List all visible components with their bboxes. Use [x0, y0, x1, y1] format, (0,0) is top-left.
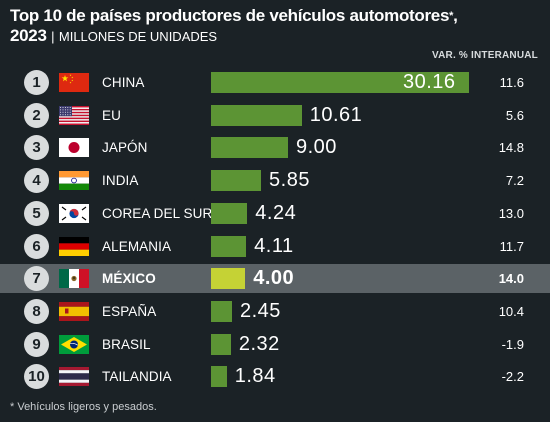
- bar-row-4: 4 INDIA 5.85 7.2: [0, 166, 550, 195]
- category-label: TAILANDIA: [102, 369, 172, 385]
- spain-flag-icon: [59, 301, 89, 321]
- category-label: ESPAÑA: [102, 303, 157, 319]
- bar-row-5: 5 COREA DEL SUR 4.24 13.0: [0, 199, 550, 228]
- bar: [211, 170, 262, 192]
- var-pct-label: 14.0: [498, 271, 524, 287]
- var-column-header: VAR. % INTERANUAL: [432, 50, 538, 61]
- data-label: 30.16: [403, 71, 456, 93]
- category-label: JAPÓN: [102, 140, 148, 156]
- var-pct-label: -1.9: [501, 336, 524, 352]
- usa-flag-icon: [59, 105, 89, 125]
- rank-badge: 5: [24, 200, 49, 226]
- rank-badge: 9: [24, 331, 49, 357]
- bar-row-9: 9 BRASIL 2.32 -1.9: [0, 330, 550, 359]
- bar-row-1: 1 CHINA 30.16 11.6: [0, 68, 550, 97]
- category-label: INDIA: [102, 173, 139, 189]
- subtitle-separator: |: [51, 29, 55, 44]
- title-comma: ,: [453, 6, 458, 25]
- data-label: 4.24: [255, 201, 297, 224]
- data-label: 2.45: [239, 299, 281, 322]
- bar: [211, 300, 232, 322]
- category-label: EU: [102, 107, 121, 123]
- data-label: 4.11: [254, 234, 294, 257]
- rank-badge: 7: [24, 266, 49, 292]
- rank-badge: 10: [24, 364, 49, 390]
- south-korea-flag-icon: [59, 203, 89, 223]
- data-label: 5.85: [269, 169, 310, 192]
- var-pct-label: 7.2: [505, 173, 524, 189]
- brazil-flag-icon: [59, 334, 89, 354]
- india-flag-icon: [59, 171, 89, 191]
- bar: [211, 235, 247, 257]
- category-label: MÉXICO: [102, 271, 156, 287]
- data-label: 9.00: [295, 136, 337, 159]
- germany-flag-icon: [59, 236, 89, 256]
- rank-badge: 4: [24, 168, 49, 194]
- var-pct-label: 13.0: [498, 205, 524, 221]
- bar-row-10: 10 TAILANDIA 1.84 -2.2: [0, 362, 550, 391]
- japan-flag-icon: [59, 138, 89, 158]
- var-pct-label: 11.6: [499, 75, 524, 90]
- var-pct-label: -2.2: [501, 369, 524, 385]
- bar-row-8: 8 ESPAÑA 2.45 10.4: [0, 297, 550, 326]
- category-label: ALEMANIA: [102, 238, 172, 254]
- category-label: CHINA: [102, 75, 145, 90]
- bar-row-7: 7 MÉXICO 4.00 14.0: [0, 264, 550, 294]
- category-label: COREA DEL SUR: [102, 205, 213, 221]
- footnote: * Vehículos ligeros y pesados.: [10, 401, 157, 413]
- bar: [211, 104, 302, 126]
- title-second-line: 2023 | MILLONES DE UNIDADES: [10, 26, 217, 45]
- rank-badge: 1: [24, 70, 49, 95]
- rank-badge: 3: [24, 135, 49, 161]
- bar: [211, 72, 469, 93]
- data-label: 10.61: [309, 103, 363, 126]
- bar: [211, 366, 227, 388]
- bar: [211, 268, 246, 290]
- title-text: Top 10 de países productores de vehículo…: [10, 6, 450, 25]
- rank-badge: 2: [24, 102, 49, 128]
- chart-title: Top 10 de países productores de vehículo…: [10, 6, 540, 47]
- chart-subtitle: MILLONES DE UNIDADES: [58, 29, 218, 44]
- rank-badge: 8: [24, 298, 49, 324]
- title-asterisk: *: [449, 10, 454, 22]
- bar-row-6: 6 ALEMANIA 4.11 11.7: [0, 232, 550, 261]
- var-pct-label: 10.4: [498, 303, 524, 319]
- mexico-flag-icon: [59, 269, 89, 289]
- bar: [211, 202, 248, 224]
- title-year: 2023: [10, 26, 47, 45]
- var-pct-label: 5.6: [505, 107, 524, 123]
- category-label: BRASIL: [102, 336, 151, 352]
- var-pct-label: 11.7: [499, 238, 524, 254]
- rank-badge: 6: [24, 233, 49, 259]
- bar-row-2: 2 EU 10.61 5.6: [0, 101, 550, 130]
- china-flag-icon: [59, 73, 89, 92]
- bar: [211, 137, 288, 159]
- data-label: 1.84: [234, 365, 276, 388]
- data-label: 4.00: [253, 267, 295, 290]
- bar: [211, 333, 231, 355]
- data-label: 2.32: [238, 332, 280, 355]
- thailand-flag-icon: [59, 367, 89, 387]
- bar-row-3: 3 JAPÓN 9.00 14.8: [0, 133, 550, 162]
- var-pct-label: 14.8: [498, 140, 524, 156]
